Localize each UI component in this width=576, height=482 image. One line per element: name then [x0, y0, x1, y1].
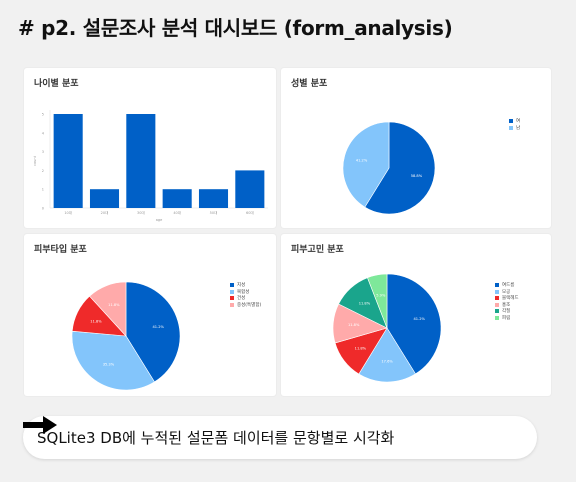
skin-pct-label: 11.8% [90, 319, 102, 323]
concern-legend-swatch [495, 309, 499, 314]
concern-pct-label: 11.8% [359, 301, 371, 305]
concern-legend-label: 블랙헤드 [502, 296, 519, 302]
gender-pct-label: 58.8% [411, 174, 423, 178]
gender-legend-label: 남 [516, 125, 521, 131]
concern-pct-label: 41.2% [413, 317, 425, 321]
y-tick-label: 2 [42, 169, 44, 173]
concern-slice [386, 273, 442, 375]
caption-text: SQLite3 DB에 누적된 설문폼 데이터를 문항별로 시각화 [37, 429, 395, 447]
age-distribution-panel: 나이별 분포 0 1 2 3 4 5 10대 20대 30대 40대 50대 60대 age count [24, 68, 276, 228]
bar [126, 114, 156, 208]
skin-legend-item: 지성 [230, 282, 261, 289]
skin-pct-label: 41.2% [152, 325, 164, 329]
x-tick-label: 60대 [246, 210, 254, 215]
x-tick-label: 50대 [210, 210, 218, 215]
concern-legend-label: 각질 [502, 309, 511, 315]
concern-legend-item: 블랙헤드 [495, 295, 519, 302]
x-tick-label: 20대 [101, 210, 109, 215]
concern-legend-swatch [495, 296, 499, 301]
concern-legend-swatch [495, 289, 499, 294]
concern-legend-item: 여드름 [495, 282, 519, 289]
bar [162, 189, 192, 208]
skin-legend-swatch [230, 283, 234, 288]
concern-legend-label: 여드름 [502, 283, 515, 289]
gender-legend-swatch [509, 125, 513, 130]
concern-legend-item: 모공 [495, 289, 519, 296]
concern-legend-swatch [495, 315, 499, 320]
skin-type-distribution-panel: 피부타입 분포 41.2% 35.3% 11.8% 11.8% 지성 복합성 건성 중성(특… [24, 234, 276, 396]
page-title: # p2. 설문조사 분석 대시보드 (form_analysis) [18, 16, 453, 40]
age-bar-chart: 0 1 2 3 4 5 10대 20대 30대 40대 50대 60대 age count [33, 110, 268, 222]
concern-pct-label: 5.9% [376, 293, 386, 297]
gender-legend-item: 남 [509, 125, 520, 132]
skin-concern-pie-chart: 41.2% 17.6% 11.8% 11.8% 11.8% 5.9% [332, 273, 442, 383]
x-axis-label: age [156, 218, 163, 222]
gender-slice [364, 121, 436, 215]
bar [235, 170, 265, 208]
bar [89, 189, 120, 208]
skin-pct-label: 35.3% [103, 363, 115, 367]
skin-chart-title: 피부타입 분포 [34, 245, 87, 255]
gender-slice [342, 121, 390, 208]
skin-legend-item: 복합성 [230, 289, 261, 296]
caption-pill: SQLite3 DB에 누적된 설문폼 데이터를 문항별로 시각화 [23, 416, 537, 459]
y-tick-label: 1 [42, 188, 44, 192]
skin-concern-distribution-panel: 피부고민 분포 41.2% 17.6% 11.8% 11.8% 11.8% 5.9% 여드… [281, 234, 551, 396]
concern-chart-title: 피부고민 분포 [291, 245, 344, 255]
skin-type-pie-chart: 41.2% 35.3% 11.8% 11.8% [71, 281, 181, 391]
skin-legend-swatch [230, 302, 234, 307]
skin-legend-label: 지성 [237, 283, 246, 289]
concern-pct-label: 11.8% [355, 346, 367, 350]
skin-slice [71, 330, 155, 391]
concern-legend-swatch [495, 283, 499, 288]
gender-chart-title: 성별 분포 [291, 79, 328, 89]
skin-legend-label: 중성(특별함) [237, 302, 262, 308]
concern-pct-label: 11.8% [348, 323, 360, 327]
skin-legend-item: 중성(특별함) [230, 302, 261, 309]
skin-legend-label: 건성 [237, 296, 246, 302]
y-tick-label: 3 [42, 150, 44, 154]
bar [198, 189, 229, 208]
concern-slice [358, 327, 416, 383]
concern-pct-label: 17.6% [381, 360, 393, 364]
skin-type-legend: 지성 복합성 건성 중성(특별함) [230, 282, 261, 308]
skin-legend-item: 건성 [230, 295, 261, 302]
gender-legend-item: 여 [509, 118, 520, 125]
concern-legend-swatch [495, 302, 499, 307]
concern-legend-item: 홍조 [495, 302, 519, 309]
y-tick-label: 4 [42, 131, 45, 135]
skin-legend-label: 복합성 [237, 289, 250, 295]
skin-pct-label: 11.8% [108, 303, 120, 307]
bar [53, 114, 83, 208]
skin-concern-legend: 여드름 모공 블랙헤드 홍조 각질 피림 [495, 282, 519, 321]
gender-pie-chart: 58.8% 41.2% [342, 121, 436, 215]
x-tick-label: 40대 [173, 210, 181, 215]
y-tick-label: 0 [42, 207, 44, 211]
concern-legend-item: 피림 [495, 315, 519, 322]
x-tick-label: 10대 [64, 210, 72, 215]
right-arrow-icon [23, 416, 57, 434]
y-tick-label: 5 [42, 113, 44, 117]
concern-legend-label: 피림 [502, 315, 511, 321]
gender-legend-label: 여 [516, 119, 521, 125]
gender-pct-label: 41.2% [356, 158, 368, 162]
skin-slice [89, 281, 127, 337]
skin-legend-swatch [230, 296, 234, 301]
concern-slice [367, 273, 388, 329]
concern-legend-item: 각질 [495, 308, 519, 315]
age-chart-title: 나이별 분포 [34, 79, 79, 89]
skin-slice [125, 281, 181, 383]
gender-legend-swatch [509, 119, 513, 124]
concern-legend-label: 모공 [502, 289, 511, 295]
concern-legend-label: 홍조 [502, 302, 511, 308]
y-axis-label: count [33, 155, 37, 166]
skin-legend-swatch [230, 289, 234, 294]
x-tick-label: 30대 [137, 210, 145, 215]
